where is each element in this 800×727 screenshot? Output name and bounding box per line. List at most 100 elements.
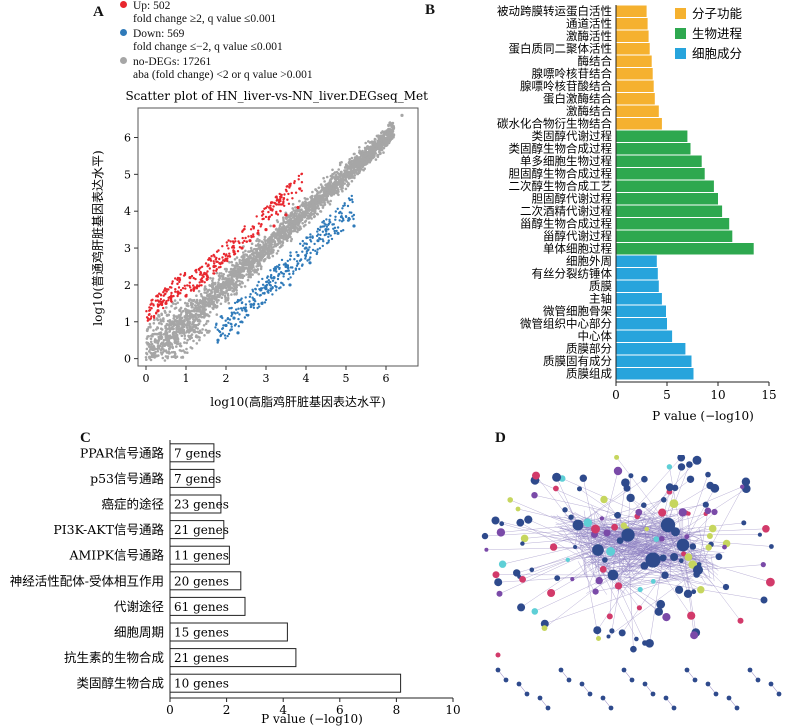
kegg-category-label-3: PI3K-AKT信号通路: [53, 522, 164, 537]
kegg-xtick-3: 6: [336, 703, 344, 717]
kegg-bar-label-6: 61 genes: [174, 600, 229, 614]
go-category-label-23: 主轴: [589, 292, 612, 306]
scatter-point-s0-7: [224, 257, 228, 261]
scatter-point-s0-16: [164, 301, 168, 305]
kegg-bar-label-0: 7 genes: [174, 446, 221, 460]
go-bar-7: [616, 93, 655, 105]
scatter-chart: Scatter plot of HN_liver-vs-NN_liver.DEG…: [90, 89, 428, 409]
scatter-point-s1-3: [244, 309, 248, 313]
go-bar-25: [616, 318, 667, 330]
go-bar-18: [616, 230, 733, 242]
scatter-point-s2-1: [164, 334, 168, 339]
legend-none-label: no-DEGs: 17261: [133, 56, 212, 68]
kegg-category-label-0: PPAR信号通路: [80, 445, 165, 460]
kegg-bar-label-9: 10 genes: [174, 677, 229, 691]
go-category-label-18: 甾醇代谢过程: [543, 229, 612, 243]
scatter-point-s1-16: [288, 283, 292, 287]
kegg-bar-label-4: 11 genes: [174, 549, 229, 563]
go-bar-1: [616, 18, 648, 30]
kegg-xtick-5: 10: [445, 703, 460, 717]
panel-label-a: A: [93, 4, 104, 20]
scatter-point-s2-11: [296, 216, 300, 221]
go-category-label-15: 胆固醇代谢过程: [532, 192, 613, 206]
scatter-point-s1-11: [324, 228, 328, 232]
go-category-label-8: 激酶结合: [566, 104, 612, 118]
scatter-point-s2-6: [224, 283, 228, 287]
scatter-point-s0-9: [240, 246, 244, 250]
scatter-point-s1-1: [224, 323, 228, 328]
scatter-point-s0-18: [188, 275, 192, 280]
go-legend-item-1: 生物进程: [692, 26, 743, 41]
scatter-xtick-1: 1: [183, 372, 190, 385]
kegg-xtick-1: 2: [223, 703, 231, 717]
scatter-point-s1-17: [308, 261, 312, 265]
legend-up-label: Up: 502: [133, 0, 171, 12]
go-category-label-27: 质膜部分: [566, 342, 612, 356]
go-category-label-20: 细胞外周: [566, 254, 612, 268]
go-category-label-11: 类固醇生物合成过程: [509, 142, 613, 156]
scatter-point-s1-6: [272, 275, 276, 280]
scatter-xtick-0: 0: [143, 372, 150, 385]
go-bar-12: [616, 155, 702, 167]
scatter-point-s1-14: [236, 331, 240, 335]
go-category-label-19: 单体细胞过程: [543, 242, 612, 256]
scatter-ylabel: log10(普通鸡肝脏基因表达水平): [90, 150, 105, 325]
scatter-point-s1-4: [252, 298, 256, 302]
go-bar-11: [616, 143, 691, 155]
kegg-bar-label-2: 23 genes: [174, 498, 229, 512]
go-legend-item-2: 细胞成分: [692, 46, 742, 61]
scatter-xlabel: log10(高脂鸡肝脏基因表达水平): [210, 394, 385, 409]
go-bar-6: [616, 80, 654, 92]
scatter-ytick-6: 6: [124, 131, 131, 144]
scatter-point-s1-9: [304, 246, 308, 250]
kegg-bar-chart: 7 genes PPAR信号通路 7 genes p53信号通路 23 genes 癌症的…: [10, 440, 461, 726]
go-bar-28: [616, 355, 692, 367]
go-bar-26: [616, 330, 673, 342]
go-bar-9: [616, 118, 662, 130]
kegg-category-label-4: AMIPK信号通路: [68, 548, 164, 563]
kegg-bar-label-7: 15 genes: [174, 626, 229, 640]
scatter-point-s2-2: [176, 323, 180, 328]
scatter-point-s1-7: [284, 264, 288, 269]
go-category-label-25: 微管组织中心部分: [520, 317, 612, 331]
scatter-point-s1-10: [316, 239, 320, 243]
none-dot-icon: [120, 57, 127, 64]
scatter-point-s0-13: [272, 224, 276, 228]
scatter-point-s2-14: [344, 172, 348, 176]
scatter-point-s2-3: [184, 316, 188, 320]
kegg-category-label-6: 代谢途径: [114, 599, 164, 614]
scatter-xtick-5: 5: [343, 372, 350, 385]
scatter-xtick-4: 4: [303, 372, 310, 385]
go-bar-19: [616, 243, 754, 255]
go-category-label-22: 质膜: [589, 279, 612, 293]
scatter-xtick-3: 3: [263, 372, 270, 385]
go-bar-22: [616, 280, 659, 292]
go-category-label-6: 腺嘌呤核苷酸结合: [520, 79, 612, 93]
kegg-xtick-0: 0: [166, 703, 174, 717]
kegg-category-label-1: p53信号通路: [90, 471, 164, 486]
go-category-label-7: 蛋白激酶结合: [543, 92, 612, 106]
scatter-point-s0-15: [296, 205, 300, 210]
scatter-point-s2-5: [208, 294, 212, 298]
legend-up-condition: fold change ≥2, q value ≤0.001: [133, 13, 277, 25]
kegg-xlabel: P value (−log10): [261, 712, 363, 726]
go-category-label-14: 二次醇生物合成工艺: [509, 179, 613, 193]
scatter-plot-frame: [137, 107, 419, 367]
scatter-point-s2-13: [328, 187, 332, 191]
go-xtick-1: 5: [663, 388, 671, 402]
kegg-xtick-4: 8: [393, 703, 401, 717]
scatter-point-s1-12: [336, 231, 340, 235]
scatter-point-s0-10: [248, 239, 252, 243]
scatter-point-s0-4: [204, 272, 208, 276]
scatter-ytick-0: 0: [124, 353, 131, 366]
go-category-label-16: 二次酒精代谢过程: [520, 204, 612, 218]
go-bar-3: [616, 43, 650, 55]
go-bar-24: [616, 305, 666, 317]
go-category-label-4: 酶结合: [578, 54, 613, 68]
scatter-ytick-2: 2: [124, 279, 131, 292]
scatter-point-cloud: [144, 121, 396, 362]
scatter-point-s1-15: [260, 301, 264, 305]
go-category-label-0: 被动跨膜转运蛋白活性: [497, 4, 612, 18]
go-bar-20: [616, 255, 657, 267]
scatter-point-s0-6: [220, 261, 224, 265]
